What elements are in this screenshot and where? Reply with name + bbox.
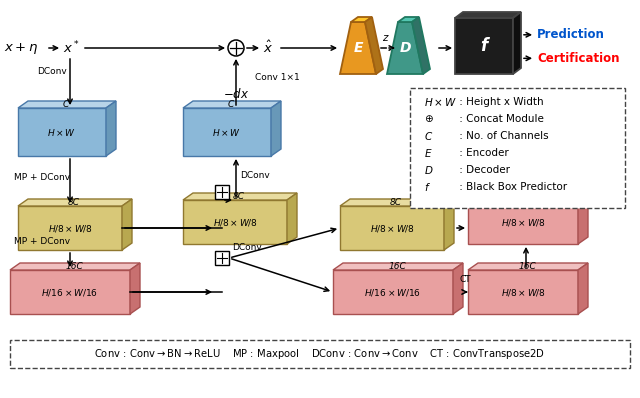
Polygon shape (578, 193, 588, 244)
Polygon shape (340, 22, 376, 74)
Text: $f$: $f$ (424, 181, 431, 193)
Polygon shape (340, 199, 454, 206)
Text: : Encoder: : Encoder (456, 148, 509, 158)
Text: DConv: DConv (232, 244, 262, 252)
Polygon shape (468, 263, 588, 270)
Polygon shape (10, 270, 130, 314)
Text: E: E (353, 41, 363, 55)
Polygon shape (287, 193, 297, 244)
Text: C: C (228, 100, 234, 109)
Polygon shape (183, 193, 297, 200)
Text: : Height x Width: : Height x Width (456, 97, 543, 107)
Text: : Black Box Predictor: : Black Box Predictor (456, 182, 567, 192)
Text: $x^*$: $x^*$ (63, 40, 80, 56)
Text: $C$: $C$ (424, 130, 433, 142)
Text: $H/16 \times W/16$: $H/16 \times W/16$ (42, 287, 99, 297)
Polygon shape (130, 263, 140, 314)
Text: $H/8 \times W/8$: $H/8 \times W/8$ (212, 217, 257, 228)
Text: CT: CT (460, 275, 471, 284)
Text: $D$: $D$ (424, 164, 433, 176)
Text: $H/8 \times W/8$: $H/8 \times W/8$ (370, 222, 414, 234)
Text: $\oplus$: $\oplus$ (424, 113, 434, 125)
Polygon shape (106, 101, 116, 156)
Polygon shape (387, 22, 423, 74)
Text: MP + DConv: MP + DConv (14, 238, 70, 246)
Text: $H/8 \times W/8$: $H/8 \times W/8$ (48, 222, 92, 234)
Polygon shape (365, 17, 383, 74)
Text: : Concat Module: : Concat Module (456, 114, 544, 124)
Text: $H/8 \times W/8$: $H/8 \times W/8$ (500, 287, 545, 297)
Text: Conv 1×1: Conv 1×1 (255, 74, 300, 82)
Polygon shape (455, 18, 513, 74)
Polygon shape (215, 185, 229, 199)
Text: Prediction: Prediction (537, 28, 605, 41)
Text: 8C: 8C (68, 198, 80, 207)
Polygon shape (351, 17, 372, 22)
Polygon shape (183, 101, 281, 108)
Text: $H \times W$: $H \times W$ (424, 96, 457, 108)
Text: 16C: 16C (518, 262, 536, 271)
Text: z: z (382, 33, 388, 43)
Polygon shape (468, 270, 578, 314)
Text: 16C: 16C (388, 262, 406, 271)
Text: Certification: Certification (537, 52, 620, 65)
Text: D: D (399, 41, 411, 55)
Text: $E$: $E$ (424, 147, 433, 159)
Text: $H/8 \times W/8$: $H/8 \times W/8$ (500, 217, 545, 228)
Text: $H/16 \times W/16$: $H/16 \times W/16$ (364, 287, 422, 297)
Text: : No. of Channels: : No. of Channels (456, 131, 548, 141)
FancyBboxPatch shape (410, 88, 625, 208)
Polygon shape (183, 108, 271, 156)
Polygon shape (333, 270, 453, 314)
Text: 24C: 24C (518, 192, 536, 201)
Polygon shape (18, 199, 132, 206)
Polygon shape (513, 12, 521, 74)
Text: $H \times W$: $H \times W$ (47, 127, 77, 137)
Text: $x+\eta$: $x+\eta$ (4, 41, 38, 55)
Polygon shape (578, 263, 588, 314)
FancyBboxPatch shape (10, 340, 630, 368)
Text: DConv: DConv (240, 172, 269, 181)
Text: MP + DConv: MP + DConv (14, 174, 70, 183)
Polygon shape (412, 17, 430, 74)
Polygon shape (215, 251, 229, 265)
Text: : Decoder: : Decoder (456, 165, 510, 175)
Text: C: C (63, 100, 69, 109)
Polygon shape (468, 200, 578, 244)
Polygon shape (455, 12, 521, 18)
Text: f: f (481, 37, 488, 55)
Polygon shape (10, 263, 140, 270)
Polygon shape (333, 263, 463, 270)
Text: $-dx$: $-dx$ (223, 87, 249, 101)
Polygon shape (398, 17, 419, 22)
Text: 16C: 16C (65, 262, 83, 271)
Polygon shape (183, 200, 287, 244)
Text: DConv: DConv (37, 68, 67, 76)
Polygon shape (453, 263, 463, 314)
Text: 8C: 8C (390, 198, 402, 207)
Text: 8C: 8C (233, 192, 245, 201)
Polygon shape (468, 193, 588, 200)
Polygon shape (18, 101, 116, 108)
Text: Conv : Conv$\rightarrow$BN$\rightarrow$ReLU    MP : Maxpool    DConv : Conv$\rig: Conv : Conv$\rightarrow$BN$\rightarrow$R… (95, 347, 545, 361)
Text: $H \times W$: $H \times W$ (212, 127, 241, 137)
Polygon shape (122, 199, 132, 250)
Polygon shape (340, 206, 444, 250)
Text: $\hat{x}$: $\hat{x}$ (263, 40, 273, 56)
Polygon shape (444, 199, 454, 250)
Polygon shape (271, 101, 281, 156)
Polygon shape (18, 108, 106, 156)
Polygon shape (18, 206, 122, 250)
